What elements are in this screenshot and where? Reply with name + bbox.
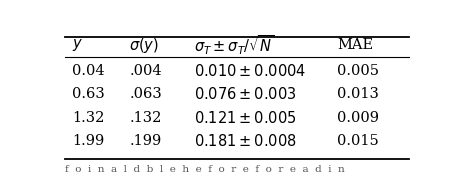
- Text: 0.63: 0.63: [72, 87, 105, 102]
- Text: 0.013: 0.013: [337, 87, 379, 102]
- Text: 0.04: 0.04: [72, 64, 105, 78]
- Text: .063: .063: [129, 87, 162, 102]
- Text: 0.009: 0.009: [337, 111, 379, 125]
- Text: 0.005: 0.005: [337, 64, 379, 78]
- Text: $\sigma(y)$: $\sigma(y)$: [129, 36, 159, 55]
- Text: $0.181 \pm 0.008$: $0.181 \pm 0.008$: [194, 133, 297, 149]
- Text: $0.076 \pm 0.003$: $0.076 \pm 0.003$: [194, 86, 296, 103]
- Text: 1.99: 1.99: [72, 134, 104, 148]
- Text: $0.121 \pm 0.005$: $0.121 \pm 0.005$: [194, 110, 296, 126]
- Text: .199: .199: [129, 134, 162, 148]
- Text: $y$: $y$: [72, 37, 83, 53]
- Text: 0.015: 0.015: [337, 134, 379, 148]
- Text: .004: .004: [129, 64, 162, 78]
- Text: $\sigma_T \pm \sigma_T/\sqrt{N}$: $\sigma_T \pm \sigma_T/\sqrt{N}$: [194, 34, 274, 57]
- Text: $0.010 \pm 0.0004$: $0.010 \pm 0.0004$: [194, 63, 306, 79]
- Text: .132: .132: [129, 111, 162, 125]
- Text: MAE: MAE: [337, 38, 373, 52]
- Text: 1.32: 1.32: [72, 111, 104, 125]
- Text: f  o  i  n  a  l  d  b  l  e  h  e  f  o  r  e  f  o  r  e  a  d  i  n: f o i n a l d b l e h e f o r e f o r e …: [65, 165, 345, 174]
